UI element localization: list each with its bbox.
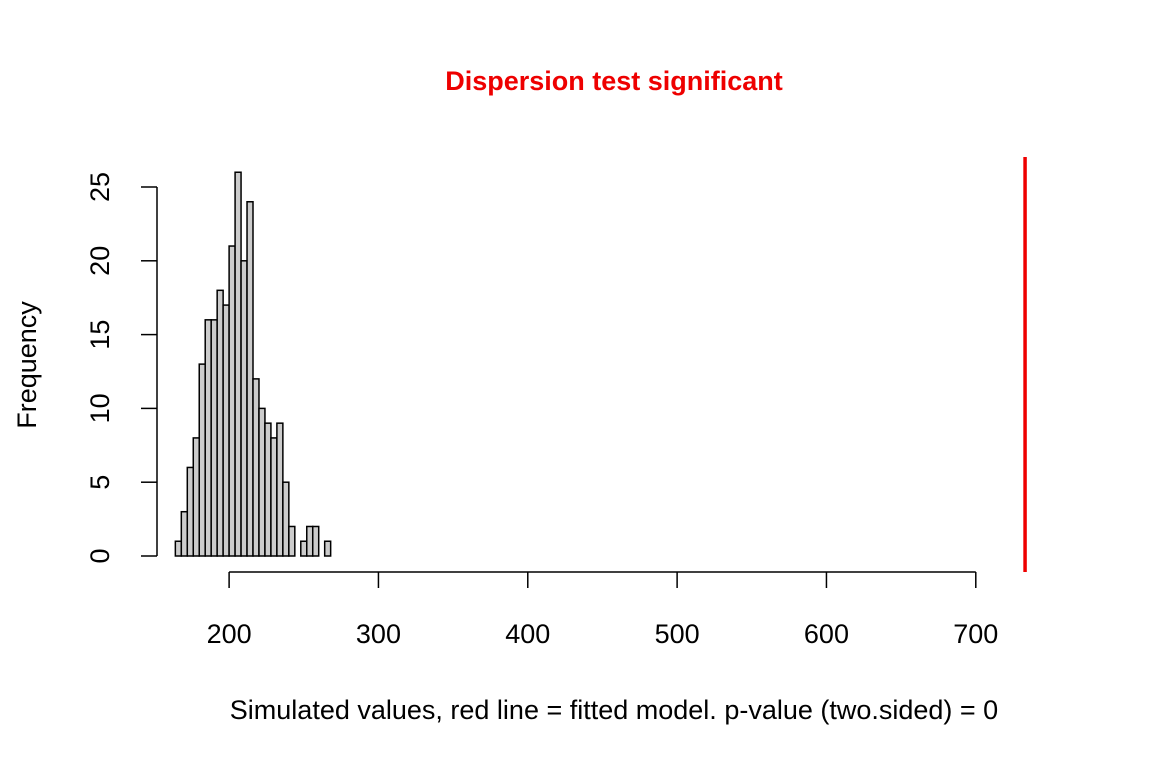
histogram-bar [180, 510, 189, 557]
x-tick-label: 600 [804, 619, 849, 649]
histogram-bar [246, 201, 254, 557]
y-tick-label: 5 [85, 475, 115, 490]
histogram-bar [210, 319, 218, 557]
histogram-bar [186, 466, 195, 557]
histogram-bar [252, 378, 260, 557]
y-tick-label: 25 [85, 172, 115, 202]
histogram-bars [174, 171, 332, 557]
histogram-bar [323, 540, 332, 557]
x-axis-label: Simulated values, red line = fitted mode… [230, 695, 998, 725]
y-tick-label: 15 [85, 320, 115, 350]
histogram-bar [258, 407, 266, 557]
histogram-bar [234, 171, 242, 557]
histogram-bar [311, 525, 320, 557]
histogram-bar [174, 540, 183, 557]
histogram-bar [222, 304, 230, 557]
x-tick-label: 500 [655, 619, 700, 649]
histogram-bar [204, 319, 212, 557]
histogram-bar [270, 437, 278, 557]
x-tick-label: 200 [207, 619, 252, 649]
histogram-bar [198, 363, 206, 557]
histogram-bar [216, 289, 224, 557]
y-tick-label: 10 [85, 393, 115, 423]
histogram-bar [192, 437, 200, 557]
histogram-bar [288, 525, 296, 557]
x-axis: 200 300 400 500 600 700 [207, 571, 998, 649]
x-tick-label: 300 [356, 619, 401, 649]
x-tick-label: 700 [953, 619, 998, 649]
y-tick-label: 20 [85, 246, 115, 276]
histogram-bar [240, 260, 248, 557]
y-axis: 0 5 10 15 20 25 [85, 172, 158, 564]
histogram-bar [264, 422, 272, 557]
histogram-bar [276, 422, 284, 557]
histogram-bar [300, 540, 308, 557]
y-axis-label: Frequency [12, 301, 42, 429]
histogram-bar [282, 481, 290, 557]
chart-title: Dispersion test significant [445, 66, 783, 96]
histogram-bar [228, 245, 236, 557]
histogram-bar [306, 525, 314, 557]
y-tick-label: 0 [85, 548, 115, 563]
x-tick-label: 400 [505, 619, 550, 649]
